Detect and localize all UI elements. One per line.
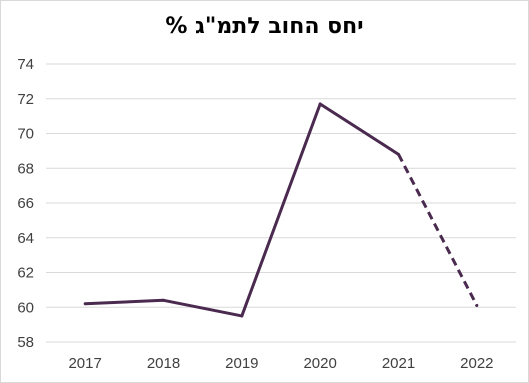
y-tick-label: 70	[17, 126, 34, 143]
series-line-solid	[85, 102, 400, 318]
data-point-2022	[475, 304, 479, 308]
data-point-2017	[83, 302, 87, 306]
x-tick-label: 2018	[147, 355, 180, 372]
data-point-2018	[162, 298, 165, 302]
y-tick-label: 64	[17, 230, 34, 247]
y-tick-label: 74	[17, 56, 34, 73]
x-tick-label: 2020	[303, 355, 336, 372]
x-tick-label: 2017	[68, 355, 101, 372]
data-point-2021	[397, 152, 400, 156]
x-tick-label: 2021	[382, 355, 415, 372]
y-tick-label: 68	[17, 160, 34, 177]
y-tick-label: 72	[17, 91, 34, 108]
y-tick-label: 66	[17, 195, 34, 212]
y-tick-label: 58	[17, 334, 34, 351]
data-point-2020	[318, 102, 322, 106]
grid-lines	[46, 63, 516, 308]
x-tick-label: 2022	[460, 355, 493, 372]
x-axis-tick-labels: 2017 2018 2019 2020 2021 2022	[68, 355, 493, 372]
series-line-dashed	[397, 153, 479, 307]
chart-title: יחס החוב לתמ"ג %	[165, 14, 364, 39]
y-tick-label: 60	[17, 299, 34, 316]
x-tick-label: 2019	[225, 355, 258, 372]
series-lines	[83, 102, 479, 318]
y-axis-tick-labels: 58 60 62 64 66 68 70 72 74	[17, 56, 34, 351]
data-point-2019	[240, 314, 244, 318]
y-tick-label: 62	[17, 265, 34, 282]
